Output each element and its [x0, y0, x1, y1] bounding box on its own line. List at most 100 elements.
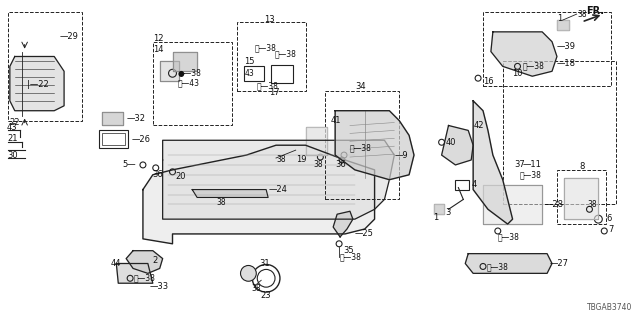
Polygon shape [102, 112, 124, 125]
Text: ⬦—38: ⬦—38 [350, 144, 372, 153]
Text: 43: 43 [244, 69, 254, 78]
Polygon shape [126, 251, 163, 273]
Text: 5—: 5— [122, 160, 136, 169]
Text: —39: —39 [557, 42, 576, 51]
Polygon shape [473, 101, 513, 224]
Text: —24: —24 [268, 185, 287, 194]
Text: 6: 6 [606, 214, 612, 223]
Text: 30: 30 [7, 151, 17, 160]
Polygon shape [173, 52, 197, 71]
Text: —26: —26 [131, 135, 150, 144]
Bar [483, 12, 611, 86]
Polygon shape [557, 20, 569, 30]
Text: 42: 42 [473, 121, 484, 130]
Text: 16: 16 [483, 77, 493, 86]
Text: —32: —32 [126, 114, 145, 123]
Bar [173, 52, 197, 71]
Text: 43: 43 [7, 123, 17, 132]
Text: ⬦—38: ⬦—38 [520, 170, 541, 179]
Text: 8: 8 [579, 163, 584, 172]
Circle shape [241, 266, 256, 281]
Text: 2: 2 [153, 256, 158, 265]
Bar [102, 112, 124, 125]
Text: —25: —25 [355, 229, 374, 238]
Polygon shape [163, 140, 394, 219]
Text: ⬦—38: ⬦—38 [256, 82, 278, 91]
Bar [160, 61, 179, 81]
Text: 36: 36 [335, 160, 346, 169]
Bar [456, 180, 469, 189]
Text: ⬦—38: ⬦—38 [498, 232, 520, 241]
Text: ⬦—43: ⬦—43 [177, 79, 200, 88]
Text: 1: 1 [433, 213, 438, 222]
Bar [271, 65, 292, 83]
Text: ⬦—38: ⬦—38 [340, 252, 362, 261]
Text: —18: —18 [557, 59, 576, 68]
Text: —28: —28 [544, 200, 563, 209]
Bar [305, 127, 327, 155]
Text: 12: 12 [153, 34, 163, 43]
Bar [8, 12, 82, 121]
Text: 38: 38 [217, 198, 227, 207]
Polygon shape [434, 204, 444, 214]
Text: 23: 23 [261, 291, 271, 300]
Polygon shape [491, 32, 557, 76]
Text: 21: 21 [7, 134, 17, 143]
Text: 4: 4 [471, 180, 476, 189]
Polygon shape [442, 125, 473, 165]
Text: |—22: |—22 [27, 80, 49, 89]
Bar [564, 178, 598, 219]
Text: —29: —29 [59, 32, 78, 41]
Text: 15: 15 [244, 57, 255, 66]
Bar [557, 170, 606, 224]
Text: 40: 40 [445, 138, 456, 147]
Text: 37: 37 [515, 160, 525, 169]
Text: —27: —27 [550, 259, 569, 268]
Bar [557, 20, 569, 30]
Text: 38: 38 [252, 284, 261, 293]
Polygon shape [483, 185, 542, 224]
Bar [99, 131, 128, 148]
Polygon shape [564, 178, 598, 219]
Text: ⬦—38: ⬦—38 [487, 262, 509, 271]
Text: ⬦—38: ⬦—38 [134, 274, 156, 283]
Text: 7: 7 [608, 226, 614, 235]
Text: —11: —11 [522, 160, 541, 169]
Polygon shape [10, 57, 64, 111]
Text: 38: 38 [588, 200, 597, 209]
Text: 41: 41 [330, 116, 340, 125]
Text: ●—38: ●—38 [177, 69, 202, 78]
Bar [483, 185, 542, 224]
Bar [503, 61, 616, 204]
Text: 20: 20 [175, 172, 186, 181]
Polygon shape [160, 61, 179, 81]
Text: 35: 35 [343, 246, 354, 255]
Text: 10: 10 [513, 69, 523, 78]
Text: ⬦—38: ⬦—38 [254, 43, 276, 52]
Polygon shape [192, 189, 268, 197]
Text: 38: 38 [276, 156, 285, 164]
Text: 22: 22 [10, 118, 20, 127]
Polygon shape [116, 263, 153, 283]
Polygon shape [335, 111, 414, 180]
Text: 38: 38 [578, 10, 588, 19]
Bar [434, 204, 444, 214]
Text: 34: 34 [355, 82, 365, 91]
Text: 1: 1 [557, 13, 563, 22]
Text: 31: 31 [259, 259, 270, 268]
Text: 3: 3 [445, 208, 451, 217]
Polygon shape [465, 254, 552, 273]
Text: —33: —33 [150, 282, 169, 291]
Text: 13: 13 [264, 14, 275, 24]
Bar [153, 42, 232, 125]
Text: 38: 38 [314, 160, 323, 169]
Text: ⬦—38: ⬦—38 [522, 62, 544, 71]
Text: —9: —9 [394, 151, 408, 160]
Bar [237, 22, 305, 91]
Text: 14: 14 [153, 45, 163, 54]
Polygon shape [143, 145, 374, 244]
Bar [102, 133, 125, 145]
Polygon shape [305, 127, 327, 155]
Text: FR.: FR. [586, 6, 605, 16]
Text: 44: 44 [111, 259, 121, 268]
